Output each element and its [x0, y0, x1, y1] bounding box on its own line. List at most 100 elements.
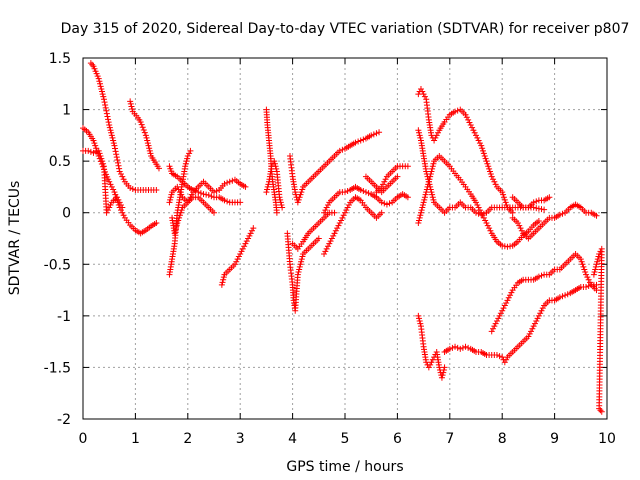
data-point — [503, 299, 510, 306]
satellite-track-14 — [286, 129, 383, 206]
data-point — [145, 142, 152, 149]
data-point — [426, 176, 433, 183]
data-point — [168, 191, 175, 198]
satellite-track-15 — [321, 183, 411, 216]
x-axis-label: GPS time / hours — [286, 459, 403, 475]
data-point — [315, 235, 322, 242]
data-point — [504, 297, 511, 304]
data-point — [415, 220, 422, 227]
data-point — [140, 126, 147, 133]
satellite-track-17 — [373, 163, 411, 196]
y-tick-label: 1 — [62, 103, 71, 119]
data-point — [139, 124, 146, 131]
data-point — [497, 310, 504, 317]
data-point — [211, 189, 217, 196]
data-point — [137, 118, 144, 125]
data-point — [487, 171, 494, 178]
data-point — [592, 266, 599, 273]
data-point — [119, 204, 126, 211]
data-point — [321, 209, 328, 216]
data-point — [457, 345, 464, 352]
data-point — [493, 318, 500, 325]
data-point — [484, 160, 491, 167]
x-tick-label: 3 — [236, 431, 245, 447]
data-point — [383, 201, 390, 208]
data-point — [110, 137, 117, 144]
data-point — [114, 159, 121, 166]
data-point — [421, 196, 428, 203]
data-point — [116, 165, 123, 172]
satellite-track-24 — [488, 250, 600, 335]
data-point — [100, 96, 107, 103]
satellite-track-5 — [166, 147, 194, 278]
data-point — [338, 217, 345, 224]
data-point — [109, 134, 116, 141]
data-point — [559, 293, 566, 300]
data-point — [102, 101, 109, 108]
data-point — [382, 176, 389, 183]
data-point — [584, 274, 591, 281]
y-axis: -2 -1.5 -1 -0.5 0 0.5 1 1.5 — [44, 51, 607, 428]
data-point — [479, 212, 486, 219]
data-point — [471, 129, 478, 136]
data-point — [485, 163, 492, 170]
y-tick-label: 0 — [62, 206, 71, 222]
data-point — [419, 88, 426, 95]
data-point — [147, 150, 154, 157]
satellite-track-26 — [509, 194, 553, 211]
data-point — [475, 137, 482, 144]
data-point — [176, 214, 183, 221]
data-point — [440, 369, 447, 376]
data-point — [237, 250, 244, 257]
data-point — [208, 193, 215, 200]
data-point — [425, 364, 432, 371]
data-point — [97, 152, 104, 159]
data-point — [272, 163, 279, 170]
data-point — [111, 189, 118, 196]
data-point — [107, 127, 114, 134]
data-point — [114, 156, 121, 163]
data-point — [108, 183, 115, 190]
data-point — [92, 142, 99, 149]
data-point — [595, 253, 602, 260]
data-point — [119, 173, 126, 180]
data-point — [167, 196, 174, 203]
data-point — [153, 220, 160, 227]
y-tick-label: 0.5 — [49, 154, 71, 170]
data-point — [129, 106, 136, 113]
data-point — [128, 103, 135, 110]
data-point — [425, 178, 432, 185]
data-point — [331, 209, 338, 216]
data-point — [176, 212, 183, 219]
data-point — [107, 181, 114, 188]
data-point — [467, 122, 474, 129]
data-point — [330, 232, 337, 239]
data-point — [452, 108, 459, 115]
satellite-track-9 — [218, 225, 257, 288]
data-point — [538, 272, 545, 279]
data-point — [142, 132, 149, 139]
data-point — [324, 201, 331, 208]
data-point — [503, 356, 510, 363]
satellite-track-23 — [441, 281, 600, 366]
data-point — [427, 173, 434, 180]
data-point — [171, 230, 178, 237]
data-point — [362, 189, 369, 196]
data-point — [221, 180, 228, 187]
data-point — [449, 344, 456, 351]
data-point — [328, 235, 335, 242]
data-point — [243, 238, 250, 245]
data-point — [203, 191, 210, 198]
data-point — [509, 209, 516, 216]
x-axis: 0 1 2 3 4 5 6 7 8 9 10 — [79, 58, 616, 447]
data-point — [530, 204, 537, 211]
data-point — [427, 171, 434, 178]
data-point — [507, 292, 514, 299]
data-point — [265, 181, 272, 188]
data-point — [360, 188, 367, 195]
data-point — [182, 160, 189, 167]
data-point — [428, 168, 435, 175]
data-point — [153, 187, 160, 194]
data-point — [106, 178, 113, 185]
data-point — [264, 183, 271, 190]
